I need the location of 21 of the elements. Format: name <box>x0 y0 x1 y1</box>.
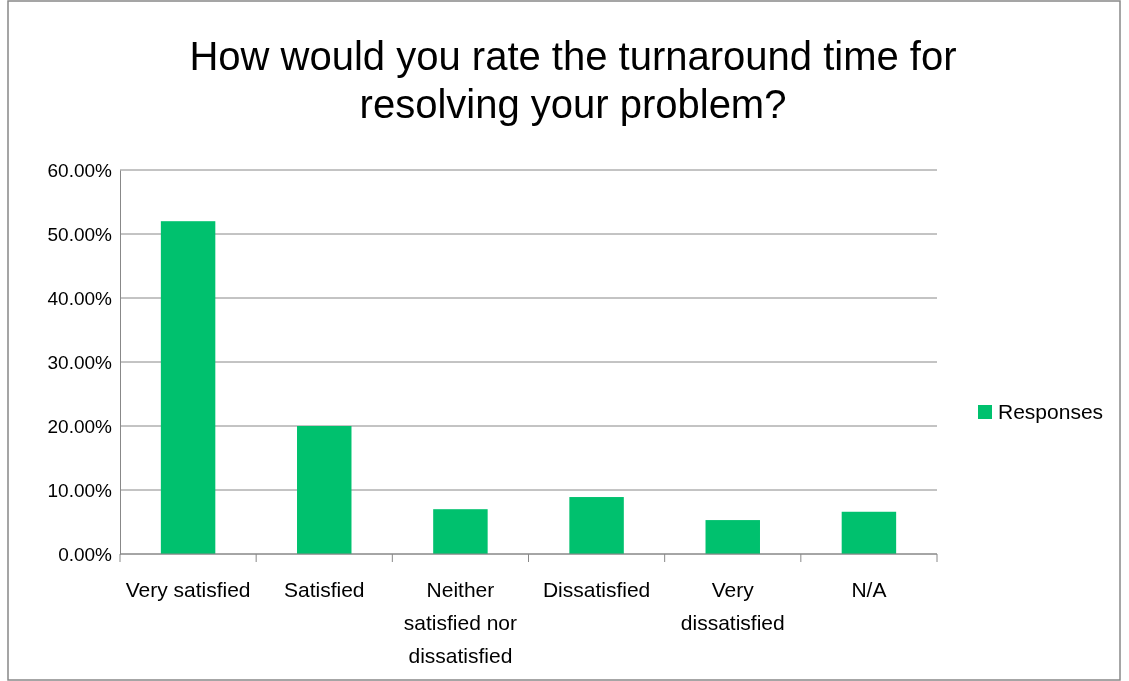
y-tick-label: 40.00% <box>47 287 113 309</box>
y-tick-label: 20.00% <box>47 415 113 437</box>
bar <box>841 511 897 554</box>
x-tick-label: Very dissatisfied <box>680 578 785 634</box>
y-tick-label: 30.00% <box>47 351 113 373</box>
x-tick-label: Dissatisfied <box>542 578 651 601</box>
bar <box>433 509 488 554</box>
y-tick-label: 0.00% <box>58 543 113 565</box>
bar <box>705 520 760 554</box>
bar <box>569 497 624 554</box>
y-tick-label: 10.00% <box>47 479 113 501</box>
y-tick-label: 50.00% <box>47 223 113 245</box>
bar <box>160 221 216 554</box>
x-tick-label: Satisfied <box>283 578 365 601</box>
x-tick-label: N/A <box>851 578 887 601</box>
x-tick-label: Very satisfied <box>125 578 251 601</box>
legend-label: Responses <box>998 400 1104 423</box>
bar <box>297 426 352 554</box>
y-tick-label: 60.00% <box>47 159 113 181</box>
chart-title: How would you rate the turnaround time for resolving your problem? <box>189 34 957 126</box>
x-tick-label: Neither satisfied nor dissatisfied <box>403 578 518 667</box>
